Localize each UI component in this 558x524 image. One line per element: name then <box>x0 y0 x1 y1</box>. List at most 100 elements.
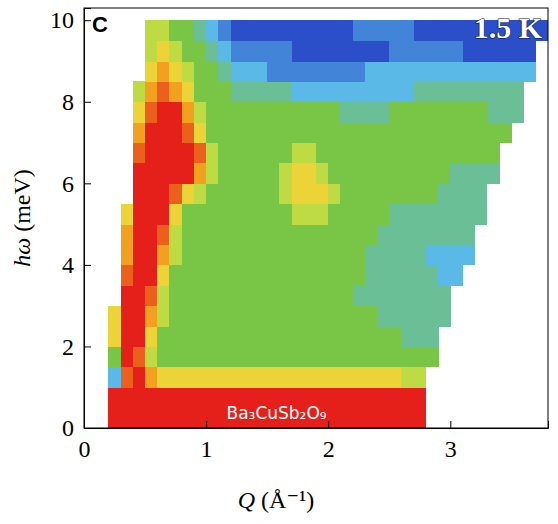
heatmap-cell <box>169 20 182 41</box>
heatmap-cell <box>145 408 158 428</box>
heatmap-cell <box>279 143 292 164</box>
heatmap-cell <box>194 387 207 408</box>
heatmap-cell <box>243 306 256 327</box>
heatmap-cell <box>133 326 146 347</box>
heatmap-cell <box>426 204 439 225</box>
heatmap-cell <box>279 183 292 204</box>
heatmap-cell <box>145 387 158 408</box>
heatmap-cell <box>292 367 305 388</box>
heatmap-cell <box>463 61 476 82</box>
heatmap-cell <box>438 265 451 286</box>
heatmap-cell <box>206 408 219 428</box>
heatmap-cell <box>292 224 305 245</box>
heatmap-cell <box>169 387 182 408</box>
heatmap-cell <box>182 408 195 428</box>
heatmap-cell <box>243 81 256 102</box>
heatmap-cell <box>255 183 268 204</box>
heatmap-cell <box>133 346 146 367</box>
heatmap-cell <box>169 224 182 245</box>
heatmap-cell <box>414 183 427 204</box>
heatmap-cell <box>218 122 231 143</box>
heatmap-cell <box>194 285 207 306</box>
heatmap-cell <box>169 163 182 184</box>
heatmap-cell <box>475 143 488 164</box>
compound-label: Ba₃CuSb₂O₉ <box>226 403 326 423</box>
heatmap-cell <box>292 41 305 62</box>
heatmap-cell <box>401 41 414 62</box>
heatmap-cell <box>231 245 244 266</box>
heatmap-cell <box>450 81 463 102</box>
heatmap-cell <box>328 143 341 164</box>
heatmap-cell <box>255 163 268 184</box>
heatmap-cell <box>218 143 231 164</box>
heatmap-cell <box>243 204 256 225</box>
heatmap-cell <box>340 306 353 327</box>
heatmap-cell <box>389 183 402 204</box>
heatmap-cell <box>169 41 182 62</box>
y-tick-label: 8 <box>62 89 74 115</box>
heatmap-cell <box>194 367 207 388</box>
heatmap-cell <box>279 285 292 306</box>
heatmap-cell <box>169 102 182 123</box>
heatmap-cell <box>133 367 146 388</box>
heatmap-cell <box>145 183 158 204</box>
heatmap-cell <box>475 102 488 123</box>
heatmap-cell <box>231 204 244 225</box>
heatmap-cell <box>463 81 476 102</box>
heatmap-cell <box>157 102 170 123</box>
heatmap-cell <box>255 61 268 82</box>
y-tick: 6 <box>62 171 91 197</box>
heatmap-cell <box>243 346 256 367</box>
heatmap-cell <box>157 387 170 408</box>
heatmap-cell <box>255 367 268 388</box>
heatmap-cell <box>182 163 195 184</box>
heatmap-cell <box>377 224 390 245</box>
heatmap-cell <box>255 20 268 41</box>
heatmap-cell <box>206 102 219 123</box>
chart: 01230246810Q (Å⁻¹)hω (meV)C1.5 KBa₃CuSb₂… <box>0 0 558 524</box>
heatmap-cell <box>328 224 341 245</box>
heatmap-cell <box>231 285 244 306</box>
heatmap-cell <box>316 81 329 102</box>
heatmap-cell <box>145 306 158 327</box>
heatmap-cell <box>414 102 427 123</box>
heatmap-cell <box>340 122 353 143</box>
y-tick-mark <box>84 102 91 103</box>
heatmap-cell <box>182 143 195 164</box>
heatmap-cell <box>279 367 292 388</box>
heatmap-cell <box>365 367 378 388</box>
heatmap-cell <box>255 204 268 225</box>
heatmap-cell <box>353 81 366 102</box>
heatmap-cell <box>218 81 231 102</box>
heatmap-cell <box>377 346 390 367</box>
heatmap-cell <box>121 326 134 347</box>
y-tick: 2 <box>62 334 91 360</box>
heatmap-cell <box>328 346 341 367</box>
heatmap-cell <box>206 204 219 225</box>
heatmap-cell <box>157 41 170 62</box>
heatmap-cell <box>475 163 488 184</box>
heatmap-cell <box>511 61 524 82</box>
x-tick: 1 <box>201 421 213 462</box>
heatmap-cell <box>169 408 182 428</box>
heatmap-cell <box>414 346 427 367</box>
heatmap-cell <box>316 102 329 123</box>
heatmap-cell <box>206 41 219 62</box>
heatmap-cells <box>108 20 548 428</box>
heatmap-cell <box>414 163 427 184</box>
heatmap-cell <box>157 61 170 82</box>
heatmap-cell <box>169 346 182 367</box>
heatmap-cell <box>438 81 451 102</box>
heatmap-cell <box>438 183 451 204</box>
heatmap-cell <box>340 285 353 306</box>
heatmap-cell <box>292 183 305 204</box>
heatmap-cell <box>316 245 329 266</box>
heatmap-cell <box>389 163 402 184</box>
heatmap-cell <box>401 143 414 164</box>
heatmap-cell <box>182 265 195 286</box>
heatmap-cell <box>108 306 121 327</box>
heatmap-cell <box>340 143 353 164</box>
heatmap-cell <box>463 204 476 225</box>
heatmap-cell <box>389 306 402 327</box>
heatmap-cell <box>353 143 366 164</box>
